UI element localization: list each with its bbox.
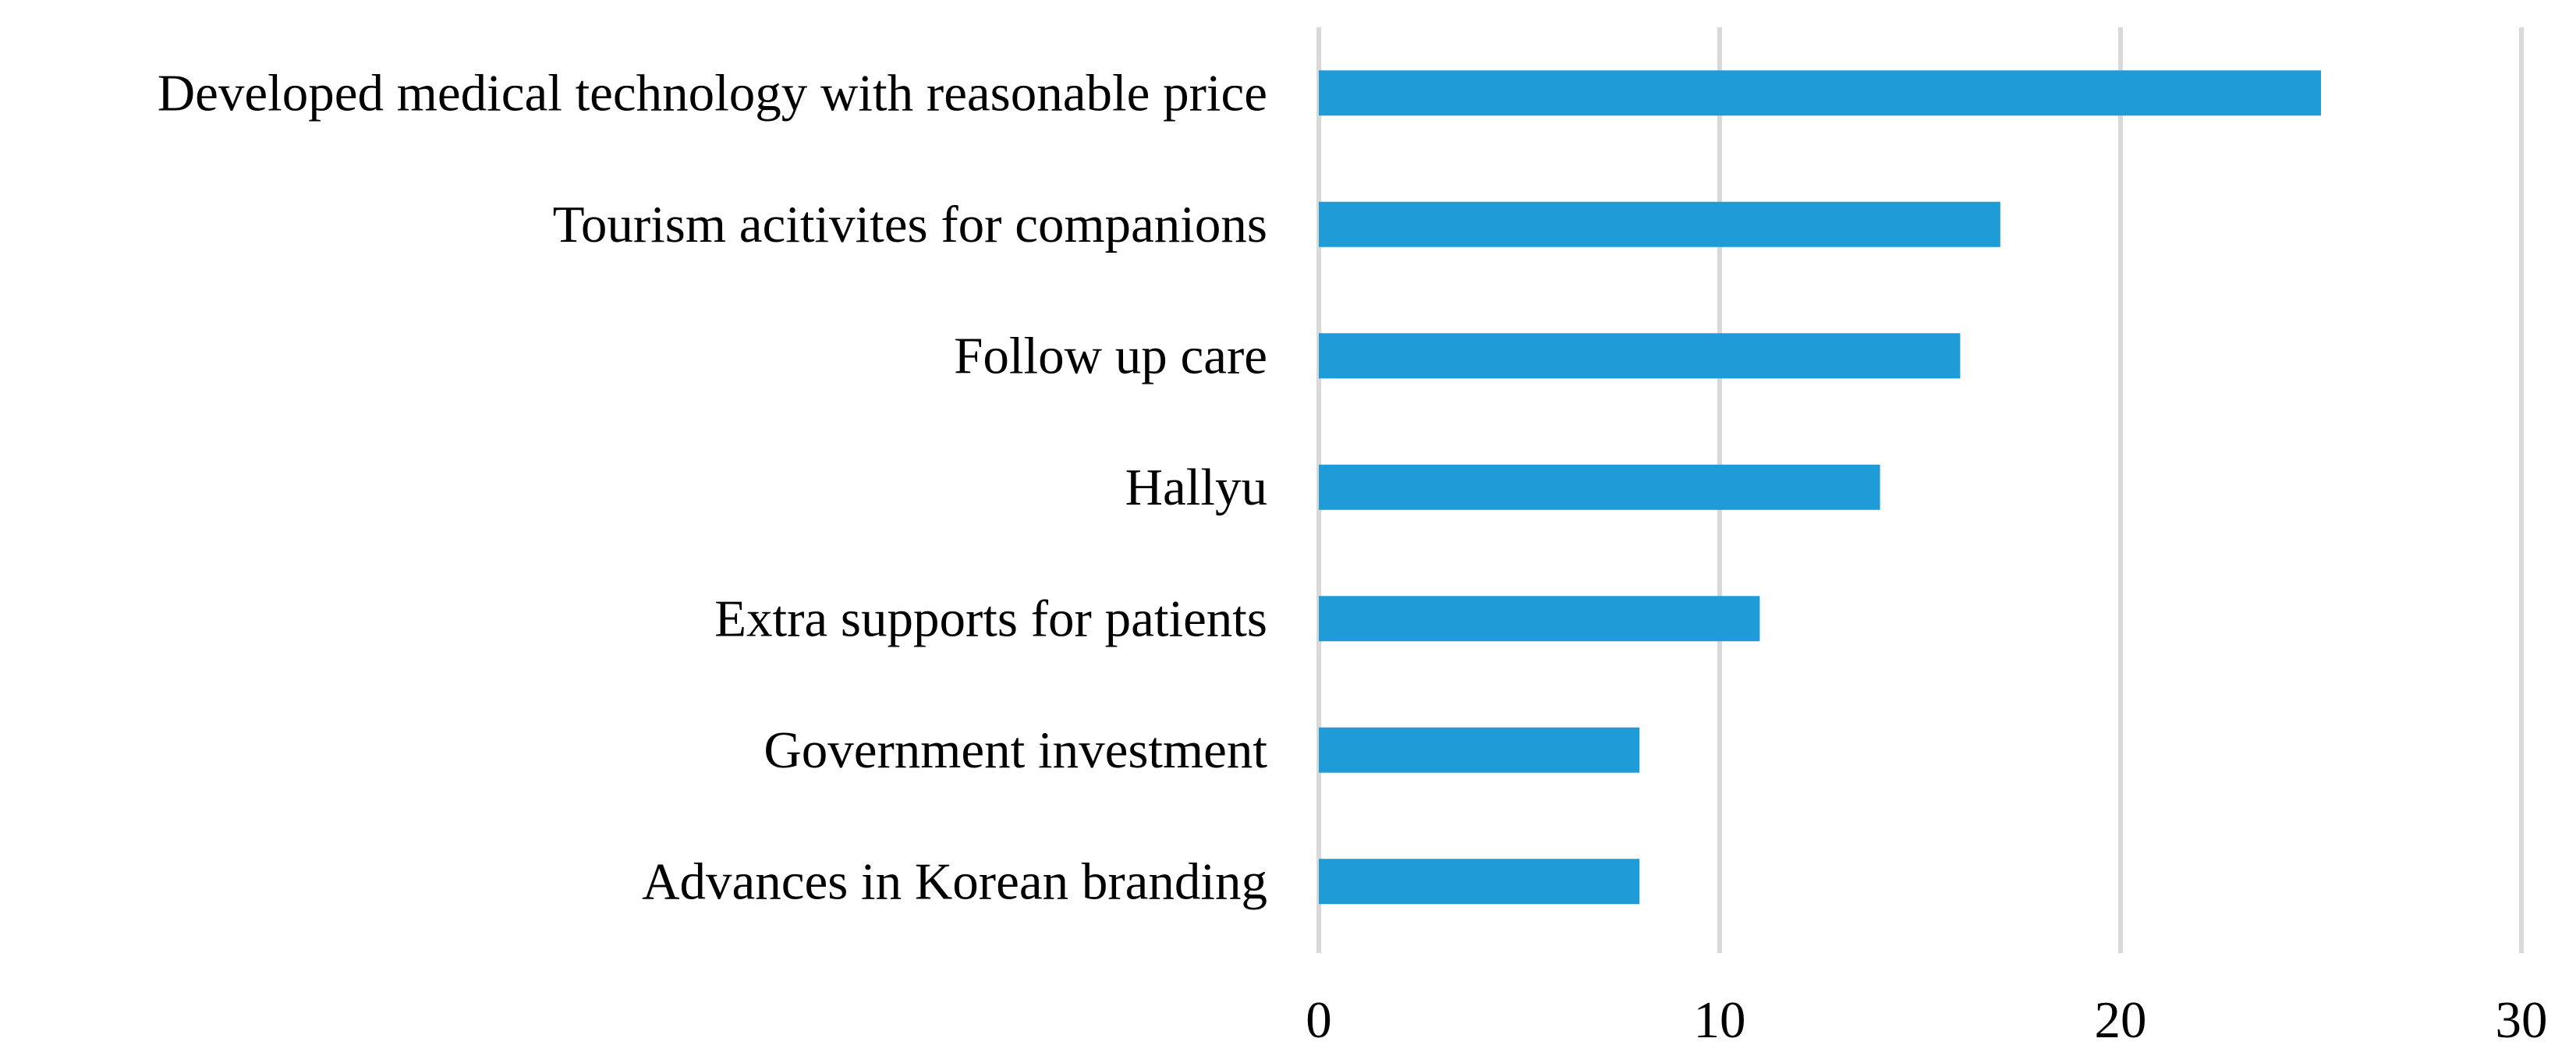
x-tick-label: 10 <box>1694 991 1746 1049</box>
bar <box>1319 859 1640 905</box>
bar <box>1319 464 1880 510</box>
x-axis-tick-labels: 0 10 20 30 <box>1306 991 2547 1049</box>
category-labels: Developed medical technology with reason… <box>158 64 1268 910</box>
x-tick-label: 30 <box>2496 991 2548 1049</box>
bar <box>1319 596 1760 642</box>
category-label: Extra supports for patients <box>714 590 1267 647</box>
bar <box>1319 333 1961 379</box>
category-label: Advances in Korean branding <box>642 852 1267 910</box>
category-label: Follow up care <box>954 327 1267 384</box>
category-label: Government investment <box>764 721 1267 779</box>
category-label: Tourism acitivites for companions <box>553 196 1267 253</box>
bar <box>1319 727 1640 773</box>
bars <box>1319 70 2321 905</box>
x-tick-label: 20 <box>2095 991 2147 1049</box>
bar <box>1319 201 2000 247</box>
x-tick-label: 0 <box>1306 991 1332 1049</box>
category-label: Developed medical technology with reason… <box>158 64 1267 122</box>
bar <box>1319 70 2321 116</box>
category-label: Hallyu <box>1125 459 1267 516</box>
